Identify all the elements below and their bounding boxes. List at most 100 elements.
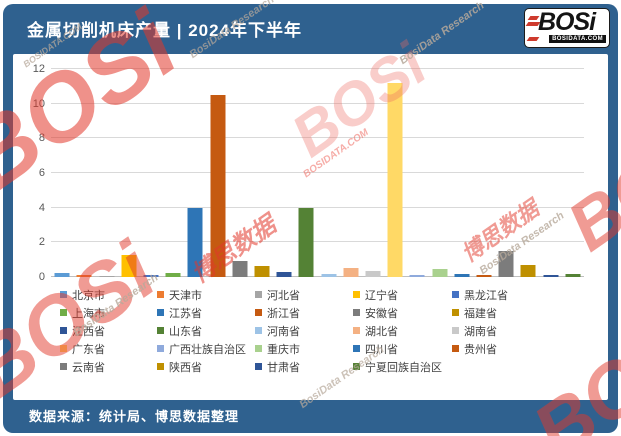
legend-swatch-icon (452, 327, 459, 334)
gridline-y6 (51, 172, 584, 173)
legend-item-云南省: 云南省 (60, 360, 157, 374)
bar-贵州省 (476, 275, 492, 277)
y-axis-tick-label: 6 (38, 167, 45, 179)
legend-label: 北京市 (72, 289, 105, 302)
logo-wordmark: BOSi (538, 8, 596, 36)
bar-重庆市 (432, 269, 448, 277)
bar-宁夏回族自治区 (565, 274, 581, 277)
plot-area: 0 2 4 6 8 10 12 (33, 63, 584, 283)
y-axis-tick-label: 10 (32, 97, 45, 110)
legend-label: 云南省 (72, 361, 105, 374)
legend-swatch-icon (255, 345, 262, 352)
legend-label: 四川省 (365, 343, 398, 356)
bar-四川省 (454, 273, 470, 277)
bar-山东省 (298, 207, 314, 277)
legend-item-贵州省: 贵州省 (452, 342, 602, 356)
bar-河北省 (99, 276, 115, 277)
legend-item-河南省: 河南省 (255, 324, 353, 338)
legend-label: 福建省 (464, 307, 497, 320)
bar-上海市 (165, 272, 181, 277)
legend-label: 重庆市 (267, 343, 300, 356)
legend-item-北京市: 北京市 (60, 288, 157, 302)
legend-item-甘肃省: 甘肃省 (255, 360, 353, 374)
logo-domain-label: BOSIDATA.COM (549, 35, 606, 43)
legend-swatch-icon (452, 291, 459, 298)
legend-item-福建省: 福建省 (452, 306, 602, 320)
legend-label: 天津市 (169, 289, 202, 302)
legend-swatch-icon (157, 291, 164, 298)
bar-江苏省 (187, 207, 203, 277)
chart-card: 0 2 4 6 8 10 12 北京市 天津市 河北省 辽宁省 黑龙江省 上海市 江苏省 浙江省 安徽省 福建… (13, 54, 608, 400)
bar-北京市 (54, 272, 70, 277)
legend-label: 辽宁省 (365, 289, 398, 302)
footer-bar: 数据来源：统计局、博思数据整理 (3, 403, 618, 433)
gridline-y2 (51, 241, 584, 243)
legend-swatch-icon (255, 309, 262, 316)
bar-浙江省 (210, 95, 226, 277)
y-axis-tick-label: 12 (32, 63, 45, 75)
legend-label: 黑龙江省 (464, 289, 508, 302)
legend-swatch-icon (452, 345, 459, 352)
legend-item-广西壮族自治区: 广西壮族自治区 (157, 342, 255, 356)
legend-item-上海市: 上海市 (60, 306, 157, 320)
bar-广东省 (387, 82, 403, 277)
legend-swatch-icon (157, 345, 164, 352)
legend-swatch-icon (157, 363, 164, 370)
bar-湖南省 (365, 270, 381, 277)
legend-label: 浙江省 (267, 307, 300, 320)
legend-item-山东省: 山东省 (157, 324, 255, 338)
y-axis-tick-label: 4 (38, 201, 45, 214)
report-frame: 金属切削机床产量 | 2024年下半年 BOSi BOSIDATA.COM 0 2… (3, 4, 618, 433)
legend-item-天津市: 天津市 (157, 288, 255, 302)
legend-swatch-icon (60, 363, 67, 370)
legend-swatch-icon (60, 291, 67, 298)
gridline-y4 (51, 206, 584, 208)
gridline-y0 (51, 276, 584, 277)
gridline-y12 (51, 68, 584, 69)
legend-swatch-icon (60, 327, 67, 334)
legend-item-宁夏回族自治区: 宁夏回族自治区 (353, 360, 452, 374)
header-bar: 金属切削机床产量 | 2024年下半年 BOSi BOSIDATA.COM (3, 4, 618, 50)
bar-天津市 (76, 275, 92, 277)
legend-item-四川省: 四川省 (353, 342, 452, 356)
legend-swatch-icon (157, 327, 164, 334)
legend-swatch-icon (255, 327, 262, 334)
page-title: 金属切削机床产量 | 2024年下半年 (27, 21, 303, 40)
legend-label: 宁夏回族自治区 (365, 361, 442, 374)
gridline-y8 (51, 137, 584, 139)
brand-logo: BOSi BOSIDATA.COM (524, 8, 610, 48)
legend-label: 河北省 (267, 289, 300, 302)
legend-item-辽宁省: 辽宁省 (353, 288, 452, 302)
legend-item-江苏省: 江苏省 (157, 306, 255, 320)
legend-item-湖北省: 湖北省 (353, 324, 452, 338)
gridline-y10 (51, 102, 584, 104)
legend-label: 安徽省 (365, 307, 398, 320)
bar-湖北省 (343, 268, 359, 277)
data-source-text: 数据来源：统计局、博思数据整理 (29, 409, 240, 424)
legend-label: 江苏省 (169, 307, 202, 320)
bar-辽宁省 (121, 255, 137, 277)
legend-swatch-icon (60, 309, 67, 316)
legend-item-重庆市: 重庆市 (255, 342, 353, 356)
legend-item-黑龙江省: 黑龙江省 (452, 288, 602, 302)
bar-河南省 (321, 273, 337, 277)
legend-swatch-icon (353, 327, 360, 334)
bar-江西省 (276, 271, 292, 277)
legend-label: 河南省 (267, 325, 300, 338)
legend-swatch-icon (353, 309, 360, 316)
legend-item-安徽省: 安徽省 (353, 306, 452, 320)
bar-福建省 (254, 265, 270, 277)
legend-swatch-icon (157, 309, 164, 316)
legend-label: 广东省 (72, 343, 105, 356)
legend-label: 贵州省 (464, 343, 497, 356)
legend-label: 广西壮族自治区 (169, 343, 246, 356)
chart-legend: 北京市 天津市 河北省 辽宁省 黑龙江省 上海市 江苏省 浙江省 安徽省 福建省 江西省 山东省 河南省… (60, 288, 602, 374)
legend-item-广东省: 广东省 (60, 342, 157, 356)
legend-label: 山东省 (169, 325, 202, 338)
logo-stripe-icon (526, 37, 540, 41)
legend-label: 上海市 (72, 307, 105, 320)
legend-label: 湖南省 (464, 325, 497, 338)
legend-item-湖南省: 湖南省 (452, 324, 602, 338)
y-axis-tick-label: 0 (38, 271, 45, 283)
legend-swatch-icon (353, 291, 360, 298)
